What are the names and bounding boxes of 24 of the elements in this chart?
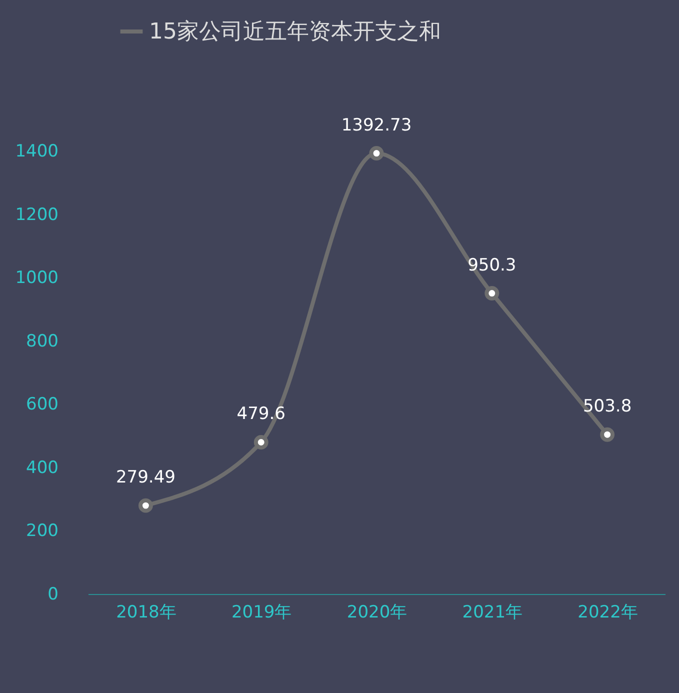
y-tick-label: 1400: [15, 142, 58, 162]
x-tick-label: 2021年: [462, 602, 523, 622]
point: [484, 286, 500, 301]
y-tick-label: 1000: [15, 268, 58, 288]
y-tick-label: 800: [26, 331, 58, 352]
y-tick-label: 600: [26, 394, 58, 415]
x-tick-label: 2019年: [231, 602, 292, 622]
data-label: 1392.73: [341, 115, 412, 136]
x-tick-label: 2022年: [578, 602, 638, 622]
y-tick-label: 1200: [15, 204, 58, 225]
y-tick-label: 400: [26, 458, 58, 478]
data-label: 503.8: [582, 396, 632, 417]
point: [254, 435, 268, 450]
point: [600, 427, 615, 442]
data-label: 279.49: [116, 468, 176, 488]
y-tick-label: 200: [26, 521, 58, 542]
data-label: 950.3: [468, 255, 516, 276]
data-label: 479.6: [236, 404, 286, 424]
legend-label: 15家公司近五年资本开支之和: [149, 20, 441, 44]
x-tick-label: 2020年: [346, 602, 408, 622]
x-tick-label: 2018年: [116, 602, 176, 622]
point: [369, 146, 384, 161]
y-tick-label: 0: [48, 584, 58, 604]
point: [138, 498, 153, 513]
